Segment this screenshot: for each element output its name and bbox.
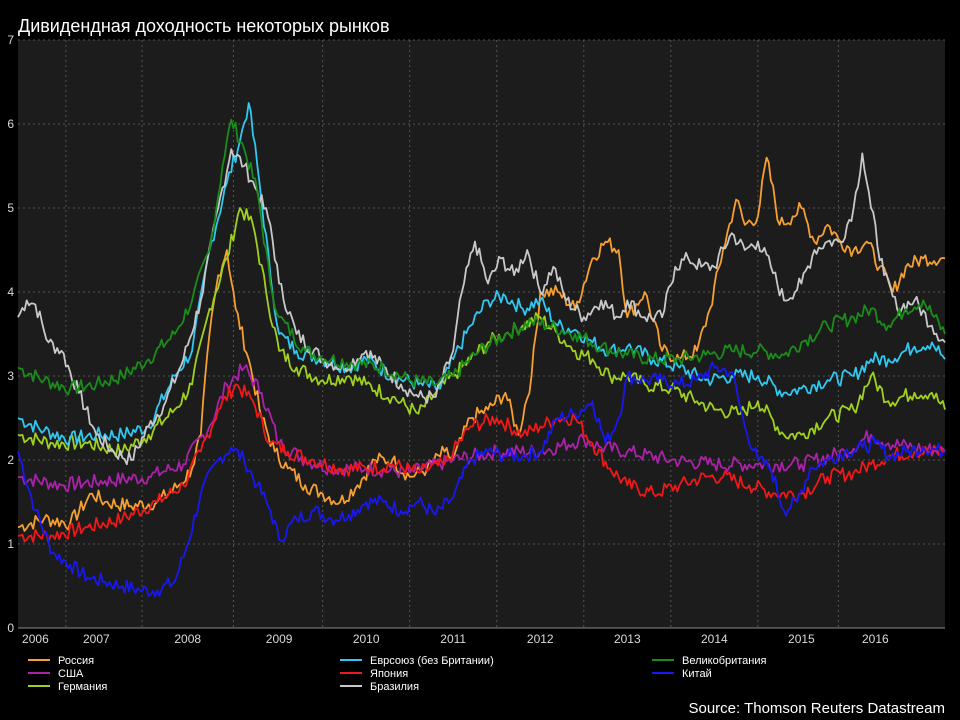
y-tick-label: 6	[7, 117, 14, 131]
grid-lines	[18, 39, 945, 628]
legend-label: Великобритания	[682, 655, 767, 667]
series-line-6	[17, 118, 946, 396]
source-note: Source: Thomson Reuters Datastream	[688, 700, 945, 717]
x-tick-label: 2014	[701, 632, 728, 646]
legend-item: Китай	[652, 668, 712, 680]
legend-item: Бразилия	[340, 681, 419, 693]
x-axis: 2006 2007 2008 2009 2010 2011 2012 2013 2014 2015…	[18, 627, 945, 646]
y-tick-label: 3	[7, 369, 14, 383]
x-tick-label: 2011	[440, 632, 466, 646]
legend-item: Германия	[28, 681, 107, 693]
legend-label: Еврсоюз (без Британии)	[370, 655, 494, 667]
legend-label: Бразилия	[370, 681, 419, 693]
x-tick-label: 2013	[614, 632, 641, 646]
y-tick-label: 2	[7, 453, 14, 467]
x-tick-label: 2015	[788, 632, 815, 646]
chart-title: Дивидендная доходность некоторых рынков	[18, 16, 390, 36]
x-tick-label: 2006	[22, 632, 49, 646]
series-line-7	[17, 361, 946, 598]
x-tick-label: 2008	[174, 632, 201, 646]
legend-item: Россия	[28, 655, 94, 667]
y-axis: 0 1 2 3 4 5 6 7	[7, 33, 14, 635]
y-tick-label: 5	[7, 201, 14, 215]
series-line-5	[17, 148, 946, 466]
series-line-4	[17, 383, 946, 543]
series-line-3	[17, 102, 946, 446]
legend-item: США	[28, 668, 84, 680]
x-tick-label: 2009	[266, 632, 293, 646]
series-lines	[17, 102, 946, 598]
legend-label: Китай	[682, 668, 712, 680]
x-tick-label: 2007	[83, 632, 110, 646]
plot-area	[18, 40, 945, 628]
legend-label: Япония	[370, 668, 408, 680]
legend-item: Еврсоюз (без Британии)	[340, 655, 494, 667]
legend-label: США	[58, 668, 84, 680]
legend-item: Япония	[340, 668, 408, 680]
y-tick-label: 0	[7, 621, 14, 635]
x-tick-label: 2012	[527, 632, 554, 646]
x-tick-label: 2016	[862, 632, 889, 646]
legend-label: Германия	[58, 681, 107, 693]
x-tick-label: 2010	[353, 632, 380, 646]
y-tick-label: 1	[7, 537, 14, 551]
y-tick-label: 4	[7, 285, 14, 299]
legend-label: Россия	[58, 655, 94, 667]
legend-item: Великобритания	[652, 655, 767, 667]
y-tick-label: 7	[7, 33, 14, 47]
